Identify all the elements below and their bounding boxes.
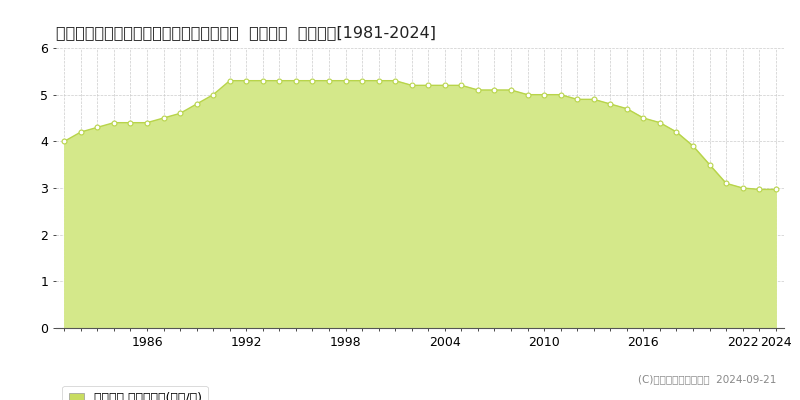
Legend: 公示地価 平均坪単価(万円/坪): 公示地価 平均坪単価(万円/坪)	[62, 386, 208, 400]
Text: 兵庫県赤穂郡上郡町宿字ノリサ１６１番２  公示地価  地価推移[1981-2024]: 兵庫県赤穂郡上郡町宿字ノリサ１６１番２ 公示地価 地価推移[1981-2024]	[56, 25, 436, 40]
Text: (C)土地価格ドットコム  2024-09-21: (C)土地価格ドットコム 2024-09-21	[638, 374, 776, 384]
